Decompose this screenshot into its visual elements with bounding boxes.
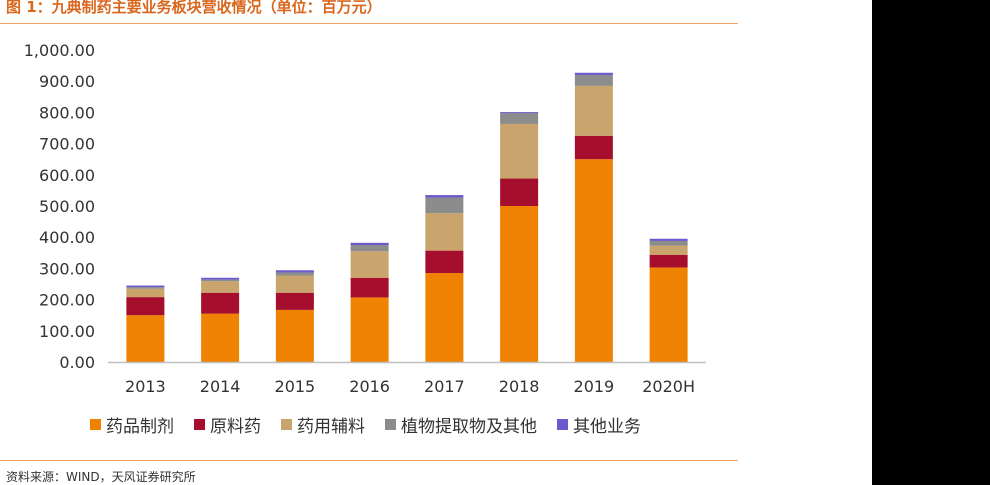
y-tick-label: 200.00 [39,291,95,310]
legend-item: 原料药 [194,412,261,437]
bar-segment [425,250,464,274]
x-tick-label: 2013 [125,377,166,396]
bar-segment [350,251,389,278]
y-tick-label: 100.00 [39,322,95,341]
bar-segment [649,245,688,255]
y-tick-label: 0.00 [59,353,95,372]
legend-swatch [194,418,205,430]
legend-swatch [385,418,396,430]
bar-segment [425,195,464,198]
x-tick-label: 2020H [642,377,695,396]
x-tick-label: 2014 [200,377,241,396]
bar-segment [201,292,240,314]
y-tick-label: 800.00 [39,103,95,122]
bar-segment [574,135,613,160]
bar-segment [350,297,389,362]
legend-label: 原料药 [210,416,261,437]
legend-item: 其他业务 [557,412,641,437]
bar-segment [500,123,539,179]
legend-label: 药用辅料 [297,416,365,437]
y-axis: 0.00 100.00 200.00 300.00 400.00 500.00 600.00… [24,41,95,372]
legend-label: 其他业务 [573,416,641,437]
bar-segment [275,272,314,276]
bar-segment [275,309,314,362]
bar-segment [275,292,314,310]
x-axis: 2013 2014 2015 2016 2017 2018 2019 2020H [108,361,706,396]
bar-segment [649,267,688,362]
bar-segment [500,112,539,114]
bar-segment [649,240,688,246]
y-tick-label: 500.00 [39,197,95,216]
bar-segment [574,74,613,86]
y-tick-label: 400.00 [39,228,95,247]
legend-label: 植物提取物及其他 [401,416,537,437]
bar-segment [500,178,539,206]
bars [126,72,688,362]
bar-segment [425,197,464,214]
bottom-divider [0,460,738,461]
legend-item: 植物提取物及其他 [385,412,537,437]
bar-segment [500,113,539,124]
bar-segment [126,287,165,289]
bar-segment [201,281,240,293]
bar-segment [425,273,464,362]
bar-segment [201,313,240,362]
legend-swatch [90,418,101,430]
y-tick-label: 1,000.00 [24,41,95,60]
bar-segment [275,275,314,293]
bar-segment [574,85,613,136]
x-tick-label: 2017 [424,377,465,396]
x-tick-label: 2015 [275,377,316,396]
legend-swatch [281,418,292,430]
bar-segment [500,206,539,362]
bar-segment [126,297,165,316]
bar-segment [126,315,165,362]
bar-segment [350,242,389,245]
bar-segment [574,159,613,362]
black-side-panel [872,0,990,485]
y-tick-label: 600.00 [39,166,95,185]
legend-label: 药品制剂 [106,416,174,437]
bar-segment [201,277,240,280]
x-tick-label: 2019 [574,377,615,396]
source-note: 资料来源：WIND，天风证券研究所 [6,470,196,484]
y-tick-label: 700.00 [39,135,95,154]
bar-segment [126,285,165,288]
bar-segment [126,288,165,298]
bar-segment [425,213,464,251]
bar-segment [574,72,613,75]
x-tick-label: 2016 [349,377,390,396]
x-tick-label: 2018 [499,377,540,396]
legend-item: 药用辅料 [281,412,365,437]
chart-title: 图 1：九典制药主要业务板块营收情况（单位：百万元） [6,0,382,16]
bar-segment [350,245,389,252]
y-tick-label: 900.00 [39,72,95,91]
legend: 药品制剂 原料药 药用辅料 植物提取物及其他 其他业务 [90,412,661,437]
y-tick-label: 300.00 [39,259,95,278]
bar-segment [201,279,240,282]
top-divider [0,23,738,24]
legend-swatch [557,418,568,430]
bar-segment [350,277,389,298]
bar-segment [649,238,688,241]
legend-item: 药品制剂 [90,412,174,437]
bar-segment [275,270,314,273]
bar-segment [649,254,688,268]
